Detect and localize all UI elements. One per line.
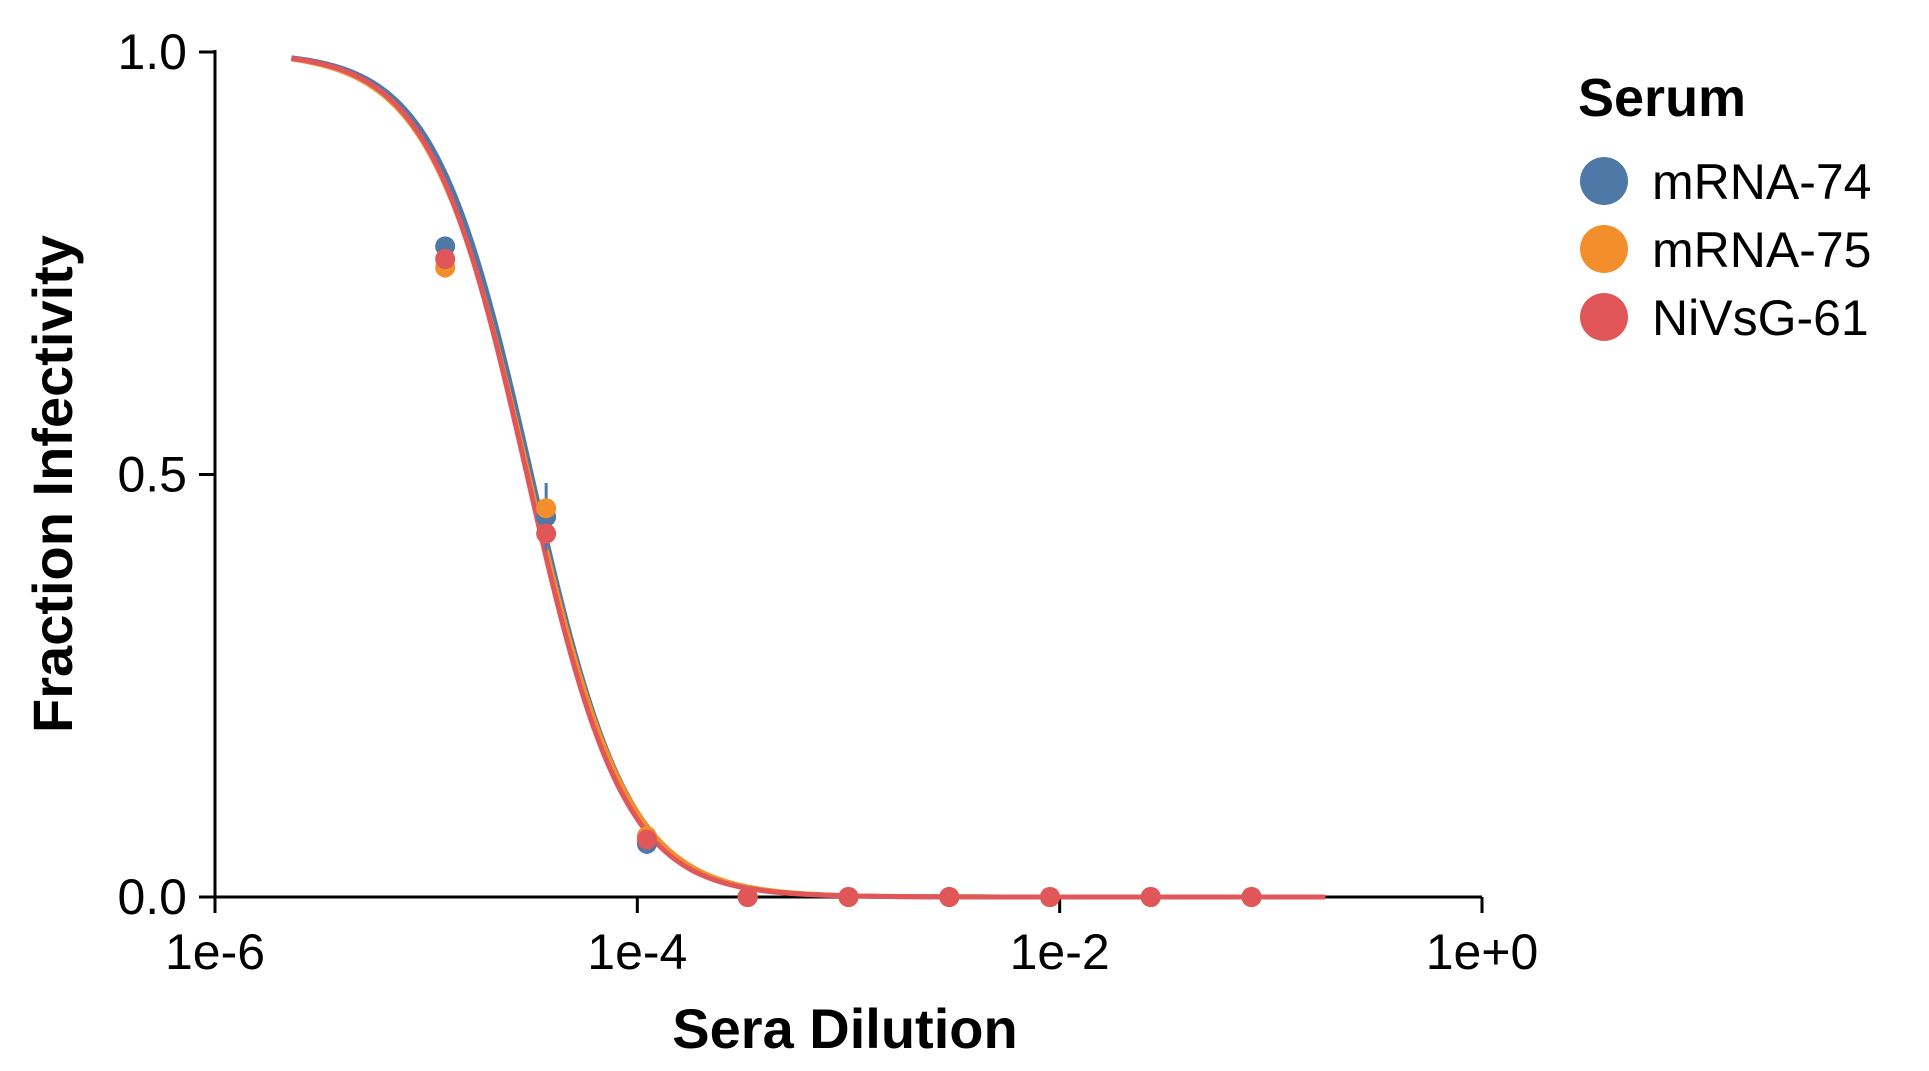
legend-label: NiVsG-61 xyxy=(1652,290,1869,346)
x-tick-label: 1e-6 xyxy=(165,924,265,980)
data-point-mRNA-75 xyxy=(536,498,557,519)
y-tick-label: 0.0 xyxy=(117,869,187,925)
data-points xyxy=(435,236,1262,907)
data-point-NiVsG-61 xyxy=(1241,887,1262,907)
data-point-NiVsG-61 xyxy=(1140,887,1161,907)
data-point-NiVsG-61 xyxy=(536,523,557,544)
data-point-NiVsG-61 xyxy=(1040,887,1061,907)
fit-curve-NiVsG-61 xyxy=(291,55,1326,900)
x-axis-title: Sera Dilution xyxy=(672,997,1017,1060)
data-point-NiVsG-61 xyxy=(939,887,960,907)
data-point-NiVsG-61 xyxy=(435,249,456,270)
y-axis-title: Fraction Infectivity xyxy=(21,235,84,733)
legend-marker xyxy=(1580,293,1628,341)
legend-marker xyxy=(1580,157,1628,205)
y-tick-label: 1.0 xyxy=(117,24,187,80)
legend-items: mRNA-74 mRNA-75 NiVsG-61 xyxy=(1580,154,1871,346)
legend-label: mRNA-75 xyxy=(1652,222,1871,278)
data-point-NiVsG-61 xyxy=(838,887,859,907)
legend-marker xyxy=(1580,225,1628,273)
legend: Serum mRNA-74 mRNA-75 NiVsG-61 xyxy=(1578,68,1871,346)
x-tick-label: 1e-4 xyxy=(587,924,687,980)
fit-curves xyxy=(291,55,1326,900)
legend-item: NiVsG-61 xyxy=(1580,290,1869,346)
y-tick-label: 0.5 xyxy=(117,447,187,503)
data-point-NiVsG-61 xyxy=(636,829,657,850)
axes: 1e-6 1e-4 1e-2 1e+0 0.0 0.5 1.0 xyxy=(117,24,1538,980)
legend-item: mRNA-75 xyxy=(1580,222,1871,278)
legend-label: mRNA-74 xyxy=(1652,154,1871,210)
data-point-NiVsG-61 xyxy=(737,887,758,907)
x-tick-label: 1e-2 xyxy=(1010,924,1110,980)
x-tick-label: 1e+0 xyxy=(1426,924,1539,980)
legend-item: mRNA-74 xyxy=(1580,154,1871,210)
legend-title: Serum xyxy=(1578,68,1746,128)
